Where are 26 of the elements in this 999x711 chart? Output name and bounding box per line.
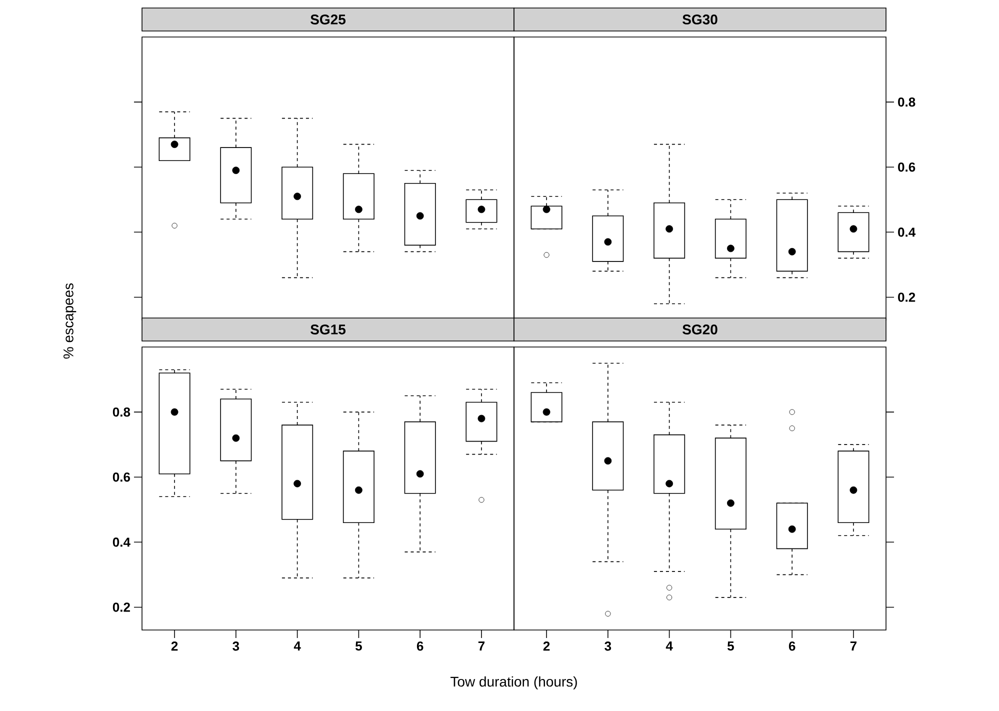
x-tick-label: 3: [604, 642, 612, 651]
y-tick-label: 0.6: [112, 472, 130, 482]
x-tick-label: 3: [232, 642, 240, 651]
x-tick-label: 5: [727, 642, 734, 651]
y-axis-title: % escapees: [64, 283, 76, 359]
x-tick-label: 6: [416, 642, 424, 651]
x-tick-label: 2: [171, 642, 178, 651]
y-tick-label: 0.6: [898, 162, 916, 172]
x-axis-title: Tow duration (hours): [450, 676, 577, 690]
chart-title: SG30: [682, 14, 718, 24]
y-tick-label: 0.8: [112, 407, 130, 417]
x-tick-label: 4: [666, 642, 673, 650]
x-tick-label: 4: [294, 642, 301, 650]
x-tick-label: 7: [478, 642, 485, 650]
x-tick-label: 6: [788, 642, 796, 651]
chart-title: SG25: [310, 14, 346, 24]
x-tick-label: 2: [543, 642, 550, 651]
x-tick-label: 7: [850, 642, 857, 650]
y-tick-label: 0.2: [898, 292, 916, 302]
y-tick-label: 0.4: [112, 538, 130, 547]
y-tick-label: 0.2: [112, 602, 130, 612]
chart-title: SG15: [310, 324, 346, 334]
y-tick-label: 0.4: [898, 228, 916, 237]
x-tick-label: 5: [355, 642, 362, 651]
y-tick-label: 0.8: [898, 97, 916, 107]
chart-title: SG20: [682, 324, 718, 334]
